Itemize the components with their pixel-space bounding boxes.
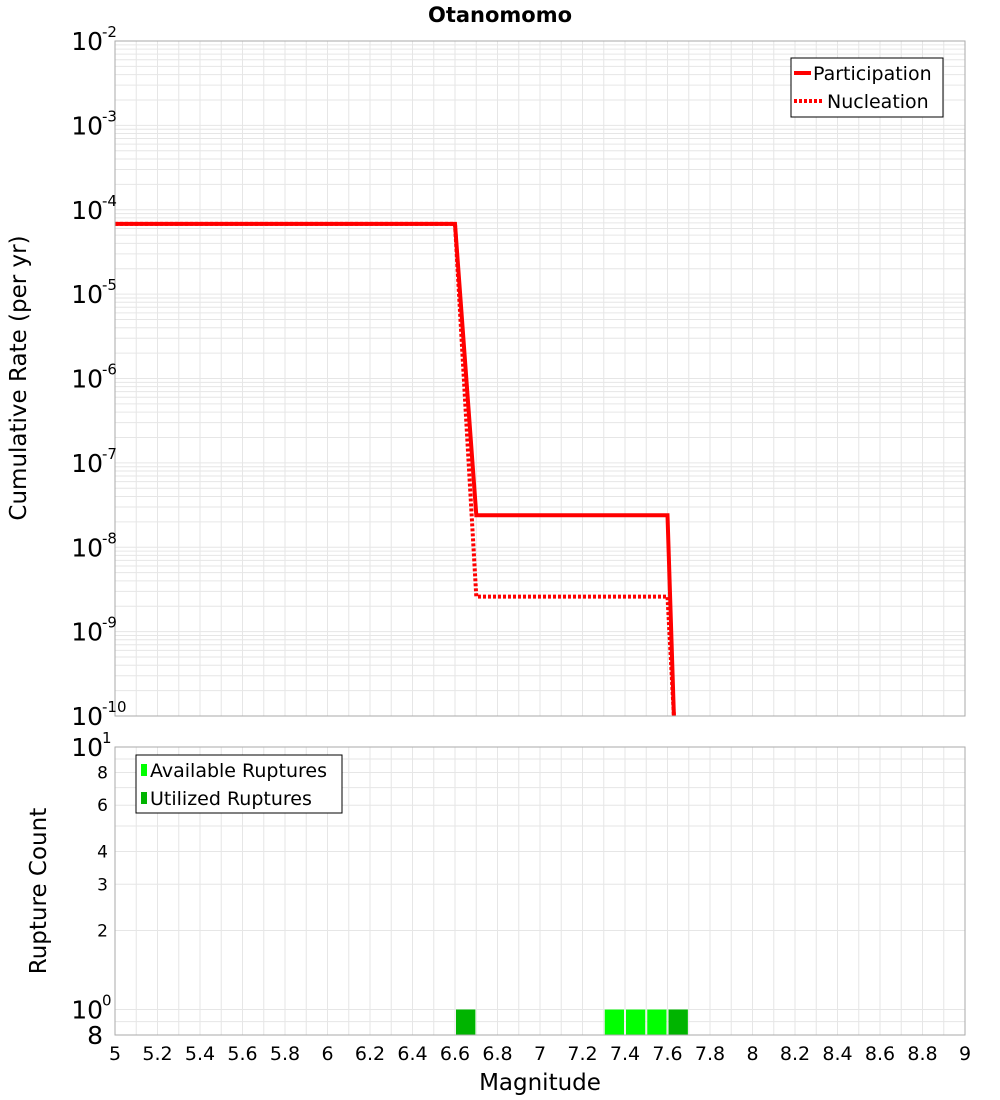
rate-y-tick-exponent: -6 <box>102 361 117 379</box>
x-tick-label: 5 <box>109 1043 121 1065</box>
legend-utilized-swatch <box>141 792 147 804</box>
count-y-tick-exponent: 1 <box>102 729 112 747</box>
count-y-tick-label: 10 <box>71 733 103 762</box>
count-y-tick-exponent: 0 <box>102 992 112 1010</box>
rate-y-tick-exponent: -5 <box>102 276 117 294</box>
rate-plot-panel: 10-210-310-410-510-610-710-810-910-10 Cu… <box>6 23 966 731</box>
x-tick-label: 5.2 <box>142 1043 172 1065</box>
rate-y-tick-exponent: -4 <box>102 192 117 210</box>
rate-y-tick-label: 10 <box>71 365 103 394</box>
series-line-nucleation <box>115 221 676 717</box>
rate-plot-frame <box>114 40 966 717</box>
rate-plot-grid <box>114 41 966 717</box>
count-y-tick-label: 8 <box>97 763 108 783</box>
x-tick-label: 8.2 <box>780 1043 810 1065</box>
x-tick-label: 7 <box>534 1043 546 1065</box>
rate-y-tick-label: 10 <box>71 618 103 647</box>
rate-y-tick-label: 10 <box>71 533 103 562</box>
legend-utilized-label: Utilized Ruptures <box>150 788 312 810</box>
count-y-tick-label: 10 <box>71 996 103 1025</box>
bar-utilized-ruptures <box>456 1009 476 1035</box>
x-tick-label: 6.6 <box>440 1043 470 1065</box>
count-y-tick-label: 6 <box>97 796 108 816</box>
x-tick-label: 6 <box>321 1043 333 1065</box>
rupture-legend: Available Ruptures Utilized Ruptures <box>135 754 343 814</box>
x-tick-label: 8.8 <box>907 1043 937 1065</box>
x-tick-label: 7.2 <box>567 1043 597 1065</box>
rate-y-tick-exponent: -2 <box>102 23 117 41</box>
x-tick-label: 5.8 <box>270 1043 300 1065</box>
rate-y-tick-label: 10 <box>71 280 103 309</box>
rate-y-tick-label: 10 <box>71 111 103 140</box>
rate-y-tick-label: 10 <box>71 702 103 731</box>
bar-available-ruptures <box>626 1009 646 1035</box>
rate-y-tick-exponent: -9 <box>102 614 117 632</box>
x-tick-label: 7.8 <box>695 1043 725 1065</box>
rate-y-ticks: 10-210-310-410-510-610-710-810-910-10 <box>71 23 126 731</box>
x-tick-label: 6.4 <box>397 1043 427 1065</box>
x-tick-label: 6.8 <box>482 1043 512 1065</box>
count-y-tick-label: 2 <box>97 922 108 942</box>
rate-legend-box <box>790 57 944 118</box>
rate-y-tick-exponent: -3 <box>102 107 117 125</box>
x-tick-label: 8.6 <box>865 1043 895 1065</box>
rate-y-tick-label: 10 <box>71 449 103 478</box>
rate-y-tick-exponent: -7 <box>102 445 117 463</box>
x-tick-label: 6.2 <box>355 1043 385 1065</box>
bar-available-ruptures <box>647 1009 667 1035</box>
rate-legend: Participation Nucleation <box>790 57 944 118</box>
x-tick-label: 5.6 <box>227 1043 257 1065</box>
x-tick-label: 7.4 <box>610 1043 640 1065</box>
chart-title: Otanomomo <box>428 3 572 27</box>
bar-available-ruptures <box>604 1009 624 1035</box>
count-y-tick-label: 8 <box>87 1021 103 1050</box>
x-tick-label: 9 <box>959 1043 971 1065</box>
legend-participation-label: Participation <box>813 63 932 85</box>
x-tick-label: 7.6 <box>652 1043 682 1065</box>
bar-utilized-ruptures <box>668 1009 688 1035</box>
x-tick-label: 8.4 <box>822 1043 852 1065</box>
x-tick-label: 8 <box>746 1043 758 1065</box>
x-tick-label: 5.4 <box>185 1043 215 1065</box>
rate-plot-series <box>115 221 676 717</box>
legend-available-label: Available Ruptures <box>150 760 327 782</box>
legend-nucleation-label: Nucleation <box>827 91 929 113</box>
count-y-tick-label: 4 <box>97 842 108 862</box>
magnitude-x-ticks: 5 5.2 5.4 5.6 5.8 6 6.2 6.4 6.6 6.8 7 7.2 7.4 7.6 7.8 8… <box>109 1043 971 1065</box>
rupture-count-bars <box>456 1009 688 1035</box>
rate-y-axis-label: Cumulative Rate (per yr) <box>6 235 32 520</box>
rate-y-tick-exponent: -10 <box>102 698 127 716</box>
count-y-axis-label: Rupture Count <box>26 808 52 974</box>
legend-available-swatch <box>141 764 147 776</box>
rupture-legend-box <box>135 754 343 814</box>
rate-y-tick-label: 10 <box>71 27 103 56</box>
rupture-count-frame <box>114 746 966 1036</box>
rate-y-tick-exponent: -8 <box>102 529 117 547</box>
rate-y-tick-label: 10 <box>71 196 103 225</box>
x-axis-label: Magnitude <box>479 1070 601 1096</box>
count-y-tick-label: 3 <box>97 875 108 895</box>
